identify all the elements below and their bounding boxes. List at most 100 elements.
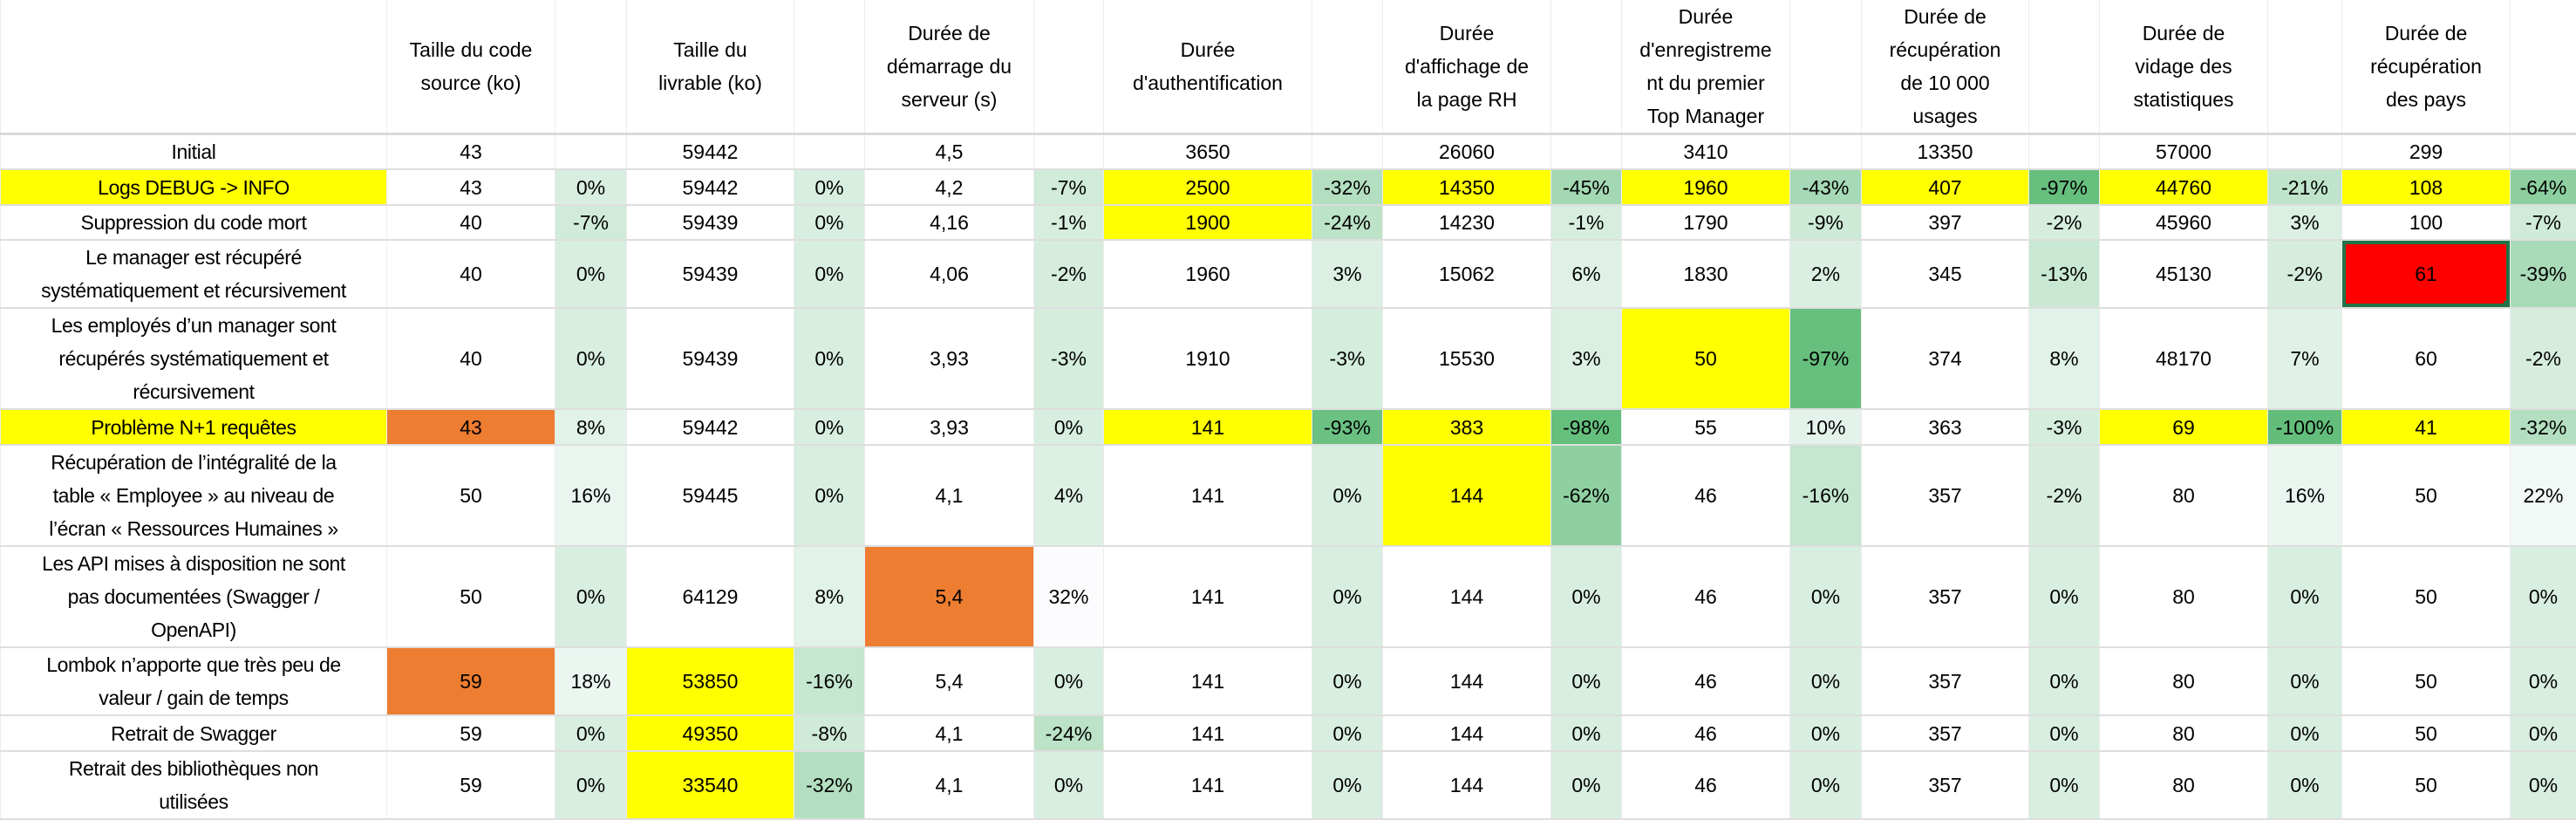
percent-change-cell[interactable]: 10% (1790, 409, 1862, 445)
percent-change-cell[interactable]: 3% (2268, 205, 2342, 240)
value-cell[interactable]: 80 (2100, 751, 2268, 819)
percent-change-cell[interactable] (1790, 134, 1862, 170)
value-cell[interactable]: 49350 (627, 715, 794, 751)
value-cell[interactable]: 50 (2342, 647, 2511, 715)
value-cell[interactable]: 3650 (1104, 134, 1312, 170)
percent-change-cell[interactable] (2511, 134, 2576, 170)
value-cell[interactable]: 43 (387, 134, 555, 170)
header-pct-cell[interactable] (555, 0, 627, 134)
value-cell[interactable]: 4,1 (865, 445, 1034, 546)
header-pct-cell[interactable] (2029, 0, 2100, 134)
value-cell[interactable]: 141 (1104, 715, 1312, 751)
value-cell[interactable]: 1960 (1104, 240, 1312, 308)
value-cell[interactable]: 55 (1622, 409, 1790, 445)
value-cell[interactable]: 59442 (627, 409, 794, 445)
percent-change-cell[interactable]: -1% (1034, 205, 1104, 240)
percent-change-cell[interactable]: 0% (2029, 751, 2100, 819)
value-cell[interactable]: 46 (1622, 546, 1790, 647)
value-cell[interactable]: 80 (2100, 445, 2268, 546)
value-cell[interactable]: 59442 (627, 169, 794, 205)
value-cell[interactable]: 15062 (1383, 240, 1551, 308)
value-cell[interactable]: 141 (1104, 409, 1312, 445)
percent-change-cell[interactable]: 0% (1312, 546, 1383, 647)
value-cell[interactable]: 80 (2100, 715, 2268, 751)
percent-change-cell[interactable]: 0% (1312, 751, 1383, 819)
value-cell[interactable]: 141 (1104, 445, 1312, 546)
percent-change-cell[interactable] (555, 134, 627, 170)
value-cell[interactable]: 33540 (627, 751, 794, 819)
percent-change-cell[interactable]: 0% (2511, 715, 2576, 751)
percent-change-cell[interactable]: 0% (1551, 647, 1622, 715)
value-cell[interactable]: 5,4 (865, 546, 1034, 647)
value-cell[interactable]: 144 (1383, 715, 1551, 751)
header-pct-cell[interactable] (794, 0, 865, 134)
value-cell[interactable]: 41 (2342, 409, 2511, 445)
percent-change-cell[interactable]: 6% (1551, 240, 1622, 308)
percent-change-cell[interactable]: 0% (1034, 751, 1104, 819)
header-pct-cell[interactable] (2511, 0, 2576, 134)
header-source-size[interactable]: Taille du code source (ko) (387, 0, 555, 134)
row-label-cell[interactable]: Les API mises à disposition ne sont pas … (1, 546, 387, 647)
percent-change-cell[interactable] (1312, 134, 1383, 170)
percent-change-cell[interactable]: -100% (2268, 409, 2342, 445)
percent-change-cell[interactable]: -13% (2029, 240, 2100, 308)
row-label-cell[interactable]: Problème N+1 requêtes (1, 409, 387, 445)
percent-change-cell[interactable]: 0% (1790, 751, 1862, 819)
value-cell[interactable]: 4,16 (865, 205, 1034, 240)
header-usages-fetch[interactable]: Durée de récupération de 10 000 usages (1862, 0, 2029, 134)
value-cell[interactable]: 46 (1622, 715, 1790, 751)
percent-change-cell[interactable]: -97% (1790, 308, 1862, 409)
percent-change-cell[interactable]: 0% (1312, 715, 1383, 751)
header-cell-empty[interactable] (1, 0, 387, 134)
value-cell[interactable]: 1790 (1622, 205, 1790, 240)
value-cell[interactable]: 45960 (2100, 205, 2268, 240)
percent-change-cell[interactable]: 0% (794, 445, 865, 546)
percent-change-cell[interactable] (2268, 134, 2342, 170)
value-cell[interactable]: 50 (2342, 445, 2511, 546)
percent-change-cell[interactable]: 0% (794, 169, 865, 205)
value-cell[interactable]: 108 (2342, 169, 2511, 205)
percent-change-cell[interactable]: 0% (2029, 647, 2100, 715)
value-cell[interactable]: 50 (387, 445, 555, 546)
percent-change-cell[interactable]: -93% (1312, 409, 1383, 445)
percent-change-cell[interactable]: -39% (2511, 240, 2576, 308)
value-cell[interactable]: 1910 (1104, 308, 1312, 409)
percent-change-cell[interactable]: -2% (1034, 240, 1104, 308)
percent-change-cell[interactable]: -24% (1312, 205, 1383, 240)
row-label-cell[interactable]: Suppression du code mort (1, 205, 387, 240)
row-label-cell[interactable]: Retrait des bibliothèques non utilisées (1, 751, 387, 819)
percent-change-cell[interactable]: -7% (555, 205, 627, 240)
percent-change-cell[interactable]: 0% (2029, 546, 2100, 647)
row-label-cell[interactable]: Retrait de Swagger (1, 715, 387, 751)
value-cell[interactable]: 59439 (627, 205, 794, 240)
value-cell[interactable]: 46 (1622, 647, 1790, 715)
value-cell[interactable]: 345 (1862, 240, 2029, 308)
percent-change-cell[interactable]: 32% (1034, 546, 1104, 647)
value-cell[interactable]: 4,5 (865, 134, 1034, 170)
percent-change-cell[interactable]: 0% (2511, 647, 2576, 715)
percent-change-cell[interactable]: -64% (2511, 169, 2576, 205)
value-cell[interactable]: 363 (1862, 409, 2029, 445)
row-label-cell[interactable]: Récupération de l’intégralité de la tabl… (1, 445, 387, 546)
header-authentication[interactable]: Durée d'authentification (1104, 0, 1312, 134)
value-cell[interactable]: 299 (2342, 134, 2511, 170)
value-cell[interactable]: 40 (387, 240, 555, 308)
percent-change-cell[interactable]: 18% (555, 647, 627, 715)
value-cell[interactable]: 46 (1622, 751, 1790, 819)
percent-change-cell[interactable]: -97% (2029, 169, 2100, 205)
row-label-cell[interactable]: Le manager est récupéré systématiquement… (1, 240, 387, 308)
percent-change-cell[interactable]: 0% (555, 308, 627, 409)
percent-change-cell[interactable] (1034, 134, 1104, 170)
value-cell[interactable]: 59442 (627, 134, 794, 170)
value-cell[interactable]: 357 (1862, 546, 2029, 647)
row-label-cell[interactable]: Initial (1, 134, 387, 170)
percent-change-cell[interactable]: -2% (2268, 240, 2342, 308)
value-cell[interactable]: 59 (387, 647, 555, 715)
percent-change-cell[interactable]: 0% (555, 169, 627, 205)
value-cell[interactable]: 144 (1383, 445, 1551, 546)
value-cell[interactable]: 3410 (1622, 134, 1790, 170)
percent-change-cell[interactable]: 0% (1551, 546, 1622, 647)
percent-change-cell[interactable]: 0% (1551, 751, 1622, 819)
percent-change-cell[interactable]: 0% (555, 751, 627, 819)
percent-change-cell[interactable]: 0% (1790, 715, 1862, 751)
